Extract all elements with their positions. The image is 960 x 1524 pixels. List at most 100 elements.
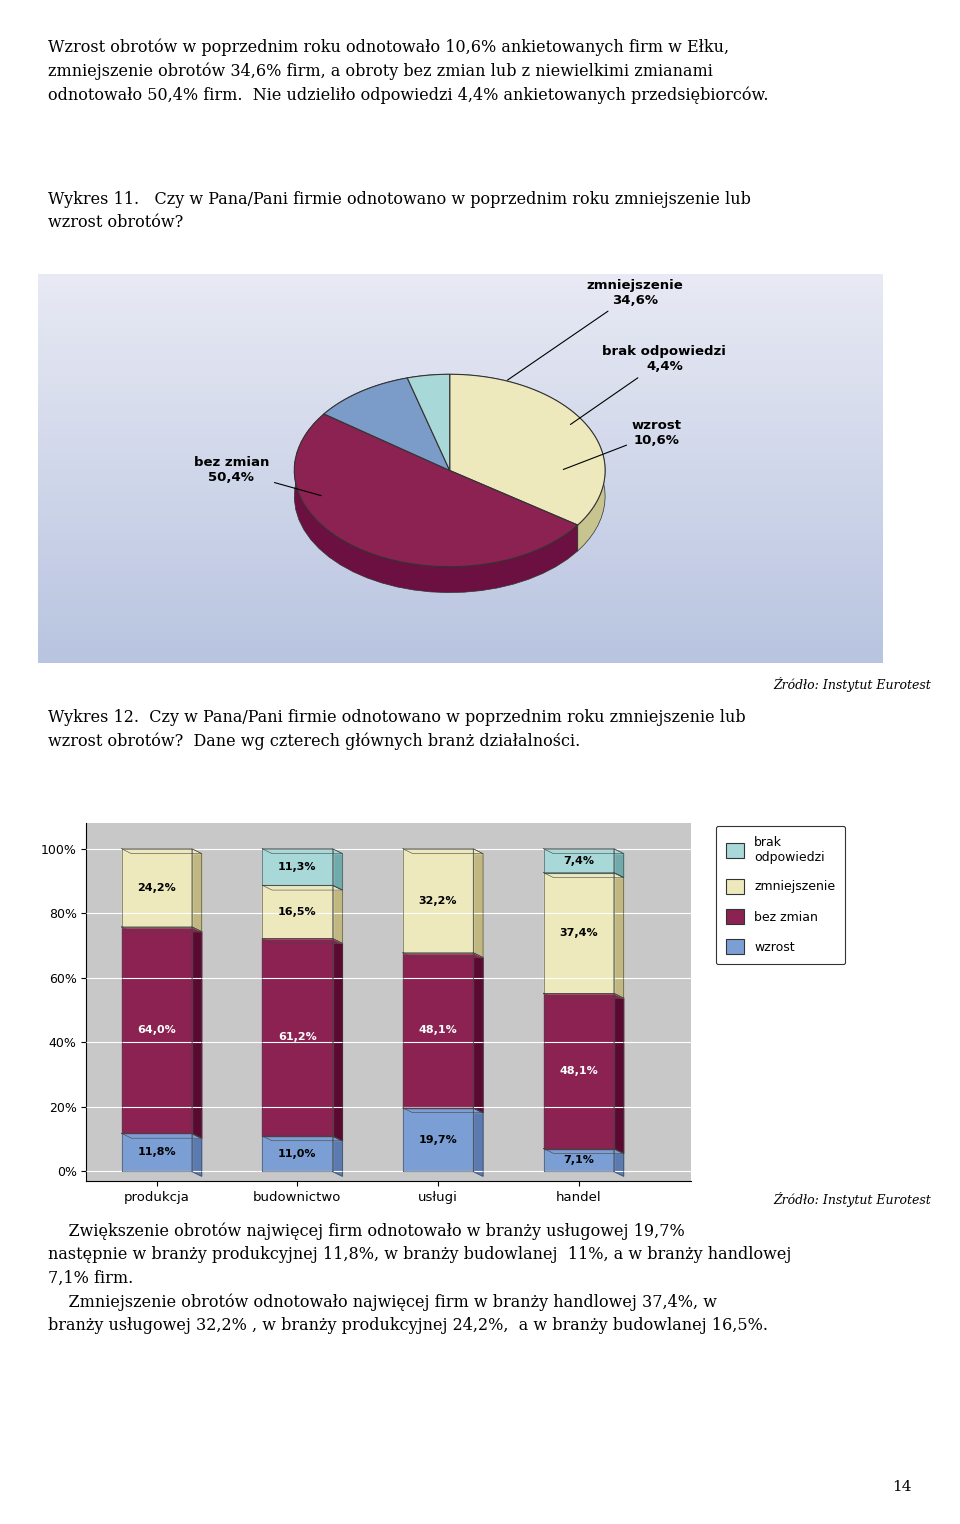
Bar [38,460,883,469]
Polygon shape [122,927,202,931]
Bar [38,407,883,415]
Text: Zwiększenie obrotów najwięcej firm odnotowało w branży usługowej 19,7%
następnie: Zwiększenie obrotów najwięcej firm odnot… [48,1222,791,1335]
Bar [38,523,883,530]
Polygon shape [449,375,605,552]
Bar [38,500,883,507]
Polygon shape [122,849,192,927]
Text: 37,4%: 37,4% [560,928,598,937]
Text: wzrost
10,6%: wzrost 10,6% [564,419,682,469]
Bar [38,399,883,407]
Polygon shape [543,849,624,853]
Polygon shape [295,415,578,593]
Polygon shape [122,1134,202,1138]
Bar [38,469,883,477]
Polygon shape [192,849,202,931]
Polygon shape [262,885,332,939]
Polygon shape [192,1134,202,1177]
Text: 11,3%: 11,3% [278,863,317,872]
Polygon shape [407,375,449,404]
Bar [38,305,883,314]
Text: 16,5%: 16,5% [278,907,317,917]
Text: 48,1%: 48,1% [419,1026,457,1035]
Bar [38,445,883,453]
Bar [38,600,883,608]
Bar [38,515,883,523]
Text: bez zmian
50,4%: bez zmian 50,4% [194,457,322,495]
Polygon shape [332,1135,343,1177]
Bar [38,608,883,616]
Text: 64,0%: 64,0% [137,1026,176,1035]
Polygon shape [332,849,343,890]
Polygon shape [613,994,624,1154]
Bar [38,562,883,570]
Polygon shape [324,378,449,471]
Text: 19,7%: 19,7% [419,1135,457,1145]
Bar [38,344,883,352]
Text: 61,2%: 61,2% [278,1032,317,1042]
Polygon shape [407,375,449,471]
Polygon shape [403,1108,473,1172]
Bar [38,453,883,460]
Polygon shape [262,939,332,1135]
Text: 32,2%: 32,2% [419,896,457,905]
Polygon shape [543,1149,613,1172]
Text: Źródło: Instytut Eurotest: Źródło: Instytut Eurotest [774,1192,931,1207]
Bar [38,297,883,305]
Polygon shape [543,873,613,994]
Bar [38,337,883,344]
Bar [38,282,883,290]
Bar [38,570,883,578]
Bar [38,392,883,399]
Bar [38,290,883,297]
Bar [38,352,883,360]
Polygon shape [613,849,624,878]
Polygon shape [613,1149,624,1177]
Polygon shape [449,375,605,526]
Polygon shape [543,1149,624,1154]
Text: Wzrost obrotów w poprzednim roku odnotowało 10,6% ankietowanych firm w Ełku,
zmn: Wzrost obrotów w poprzednim roku odnotow… [48,38,769,104]
Polygon shape [543,873,624,878]
Polygon shape [332,885,343,943]
Bar [38,415,883,422]
Bar [38,274,883,282]
Polygon shape [262,1135,343,1141]
Bar [38,555,883,562]
Bar [38,585,883,593]
Bar [38,648,883,655]
Bar [38,383,883,392]
Bar [38,593,883,600]
Polygon shape [192,927,202,1138]
Bar [38,375,883,383]
Legend: brak
odpowiedzi, zmniejszenie, bez zmian, wzrost: brak odpowiedzi, zmniejszenie, bez zmian… [715,826,846,965]
Polygon shape [613,873,624,998]
Polygon shape [403,849,483,853]
Polygon shape [403,849,473,952]
Text: Źródło: Instytut Eurotest: Źródło: Instytut Eurotest [774,677,931,692]
Bar [38,616,883,625]
Polygon shape [473,1108,483,1177]
Bar [38,578,883,585]
Text: brak odpowiedzi
4,4%: brak odpowiedzi 4,4% [570,346,727,425]
Polygon shape [543,994,613,1149]
Bar [38,367,883,375]
Text: 48,1%: 48,1% [560,1065,598,1076]
Text: zmniejszenie
34,6%: zmniejszenie 34,6% [508,279,684,379]
Polygon shape [332,939,343,1141]
Text: 24,2%: 24,2% [137,882,176,893]
Polygon shape [543,849,613,873]
Bar [38,507,883,515]
Bar [38,437,883,445]
Bar [38,632,883,640]
Bar [38,538,883,547]
Bar [38,422,883,430]
Bar [38,492,883,500]
Bar [38,485,883,492]
Text: 7,4%: 7,4% [564,855,594,866]
Polygon shape [295,415,578,567]
Bar [38,329,883,337]
Polygon shape [122,849,202,853]
Polygon shape [262,849,332,885]
Bar [38,640,883,648]
Bar [38,547,883,555]
Polygon shape [403,952,483,957]
